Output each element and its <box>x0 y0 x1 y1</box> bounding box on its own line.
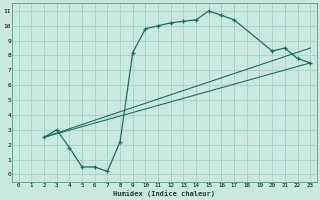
X-axis label: Humidex (Indice chaleur): Humidex (Indice chaleur) <box>114 190 215 197</box>
